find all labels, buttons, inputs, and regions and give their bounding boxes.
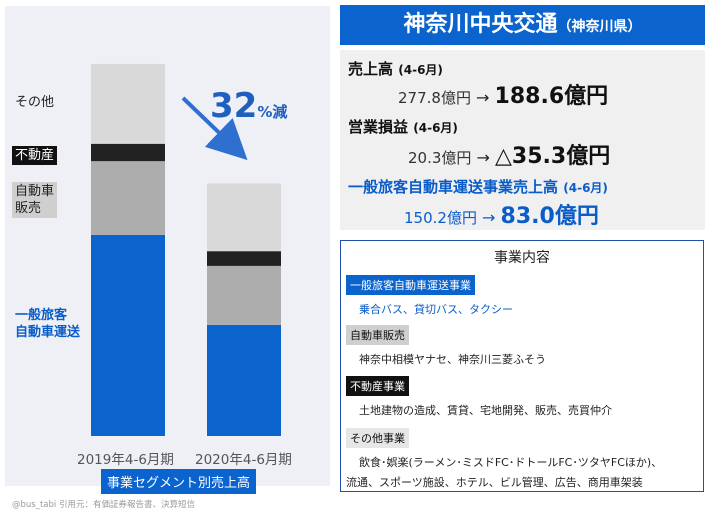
decrease-unit: %減 — [257, 103, 288, 121]
company-header: 神奈川中央交通（神奈川県） — [340, 5, 705, 45]
chart-panel: その他 不動産 自動車 販売 一般旅客 自動車運送 32%減 2019年4-6月… — [5, 6, 330, 494]
business-box: 事業内容 一般旅客自動車運送事業 乗合バス、貸切バス、タクシー 自動車販売 神奈… — [340, 240, 704, 492]
bar-segment — [91, 63, 165, 144]
metric-title-operating: 営業損益 (4-6月) — [348, 118, 458, 136]
source-note: @bus_tabi 引用元：有価証券報告書、決算短信 — [12, 500, 195, 510]
business-heading-car-sales: 自動車販売 — [346, 325, 409, 345]
metric-row-bus: 150.2億円 → 83.0億円 — [404, 198, 599, 230]
bar-segment — [207, 324, 281, 436]
arrow-icon: → — [476, 148, 490, 167]
decrease-value: 32 — [210, 86, 258, 126]
metric-title-bus: 一般旅客自動車運送事業売上高 (4-6月) — [348, 178, 608, 196]
metric-after: 188.6億円 — [494, 84, 609, 109]
legend-label-other: その他 — [15, 95, 55, 110]
decrease-annotation: 32%減 — [210, 86, 287, 126]
decrease-arrow — [181, 96, 248, 161]
bar-segment — [207, 251, 281, 266]
company-prefecture: （神奈川県） — [557, 19, 642, 35]
legend-label-real-estate: 不動産 — [12, 146, 58, 165]
metric-row-sales: 277.8億円 → 188.6億円 — [398, 78, 608, 110]
business-desc-car-sales: 神奈中相模ヤナセ、神奈川三菱ふそう — [359, 353, 546, 366]
legend-label-bus: 一般旅客 自動車運送 — [15, 308, 81, 340]
business-title: 事業内容 — [494, 250, 550, 266]
business-heading-real-estate: 不動産事業 — [346, 376, 409, 396]
bar-segment — [91, 143, 165, 162]
metric-before: 277.8億円 — [398, 89, 471, 107]
metric-after: △35.3億円 — [495, 144, 611, 169]
metric-before: 150.2億円 — [404, 209, 477, 227]
legend-label-car-sales: 自動車 販売 — [12, 182, 58, 218]
bar-segment — [207, 183, 281, 252]
metric-title-sales: 売上高 (4-6月) — [348, 60, 443, 78]
arrow-icon: → — [482, 208, 496, 227]
bar-segment — [207, 265, 281, 325]
business-heading-bus: 一般旅客自動車運送事業 — [346, 275, 475, 295]
stacked-bar-chart — [91, 63, 281, 436]
business-desc-real-estate: 土地建物の造成、賃貸、宅地開発、販売、売買仲介 — [359, 404, 612, 417]
x-tick-label: 2019年4-6月期 — [77, 452, 174, 468]
business-desc-bus: 乗合バス、貸切バス、タクシー — [359, 303, 513, 316]
metric-row-operating: 20.3億円 → △35.3億円 — [408, 138, 610, 170]
company-name: 神奈川中央交通 — [403, 12, 558, 37]
bar-segment — [91, 161, 165, 235]
chart-caption: 事業セグメント別売上高 — [101, 469, 257, 494]
x-tick-label: 2020年4-6月期 — [195, 452, 292, 468]
metrics-panel: 売上高 (4-6月) 277.8億円 → 188.6億円 営業損益 (4-6月)… — [340, 50, 705, 230]
business-desc-other: 飲食･娯楽(ラーメン･ミスドFC･ドトールFC･ツタヤFCほか)、 — [359, 456, 663, 469]
arrow-icon: → — [476, 88, 490, 107]
business-desc-other: 流通、スポーツ施設、ホテル、ビル管理、広告、商用車架装 — [346, 476, 643, 489]
metric-before: 20.3億円 — [408, 149, 472, 167]
business-heading-other: その他事業 — [346, 428, 409, 448]
metric-after: 83.0億円 — [500, 204, 599, 229]
bar-segment — [91, 234, 165, 436]
